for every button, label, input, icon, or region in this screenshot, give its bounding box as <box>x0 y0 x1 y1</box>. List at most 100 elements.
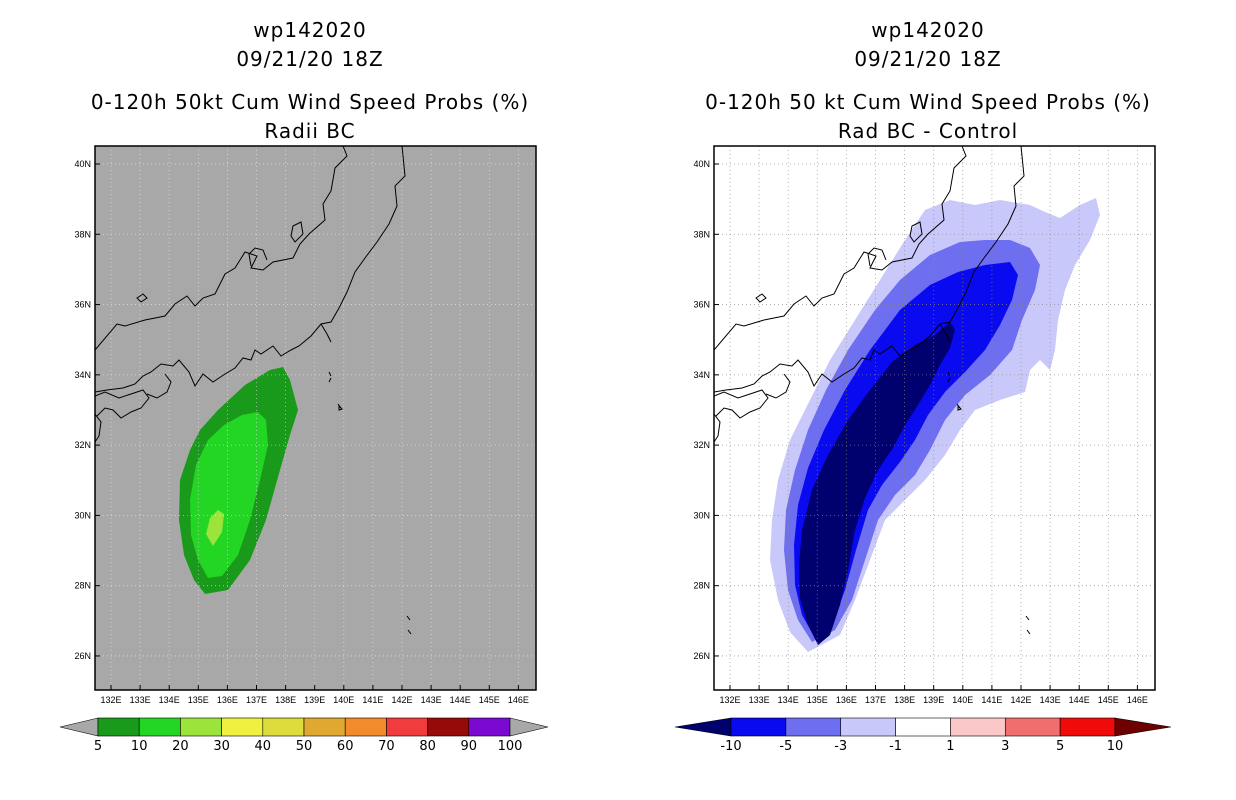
colorbar-label: 90 <box>461 739 478 754</box>
lon-tick-label: 132E <box>100 695 121 705</box>
colorbar-label: 5 <box>1056 739 1064 754</box>
lat-tick-label: 36N <box>74 300 91 310</box>
colorbar-label: -5 <box>779 739 792 754</box>
colorbar-swatch <box>303 717 346 737</box>
lon-tick-label: 135E <box>807 695 828 705</box>
left-lat-labels: 40N 38N 36N 34N 32N 30N 28N 26N <box>74 159 100 661</box>
lon-tick-label: 133E <box>749 695 770 705</box>
lon-tick-label: 137E <box>865 695 886 705</box>
colorbar-swatch <box>262 717 305 737</box>
lon-tick-label: 146E <box>1127 695 1148 705</box>
colorbar-label: 10 <box>1107 739 1124 754</box>
colorbar-label: 100 <box>498 739 523 754</box>
lon-tick-label: 135E <box>188 695 209 705</box>
lon-tick-label: 134E <box>778 695 799 705</box>
right-map-panel: 40N 38N 36N 34N 32N 30N 28N 26N 132E 133E 134E 135… <box>693 145 1156 705</box>
colorbar-label: 50 <box>296 739 313 754</box>
right-datetime: 09/21/20 18Z <box>854 47 1002 71</box>
left-storm-id: wp142020 <box>253 18 367 42</box>
lon-tick-label: 143E <box>1040 695 1061 705</box>
lon-tick-label: 141E <box>362 695 383 705</box>
left-title: 0-120h 50kt Cum Wind Speed Probs (%) <box>90 90 530 114</box>
left-map-frame <box>94 145 537 691</box>
lon-tick-label: 146E <box>508 695 529 705</box>
lon-tick-label: 136E <box>836 695 857 705</box>
lat-tick-label: 32N <box>74 440 91 450</box>
lon-tick-label: 144E <box>450 695 471 705</box>
colorbar-label: 70 <box>378 739 395 754</box>
colorbar-label: 20 <box>172 739 189 754</box>
colorbar-swatch <box>840 717 896 737</box>
left-lon-labels: 132E 133E 134E 135E 136E 137E 138E 139E 140E 141E… <box>100 685 529 705</box>
lat-tick-label: 28N <box>693 581 710 591</box>
right-diff-contour-minus10 <box>799 322 955 645</box>
colorbar-label: -3 <box>834 739 847 754</box>
colorbar-swatch <box>180 717 222 737</box>
colorbar-label: 1 <box>946 739 954 754</box>
colorbar-swatch <box>97 717 140 737</box>
right-lon-labels: 132E 133E 134E 135E 136E 137E 138E 139E 140E 141E… <box>719 685 1148 705</box>
lat-tick-label: 38N <box>74 229 91 239</box>
colorbar-swatch <box>730 717 787 737</box>
lon-tick-label: 138E <box>894 695 915 705</box>
colorbar-label: 3 <box>1001 739 1009 754</box>
colorbar-swatch <box>138 717 181 737</box>
lon-tick-label: 139E <box>923 695 944 705</box>
lon-tick-label: 143E <box>421 695 442 705</box>
colorbar-right-arrow <box>1114 717 1172 737</box>
lon-tick-label: 134E <box>159 695 180 705</box>
lat-tick-label: 32N <box>693 440 710 450</box>
lon-tick-label: 132E <box>719 695 740 705</box>
colorbar-label: 30 <box>213 739 230 754</box>
colorbar-swatch <box>1059 717 1116 737</box>
colorbar-label: 5 <box>94 739 102 754</box>
lat-tick-label: 38N <box>693 229 710 239</box>
right-map-frame <box>713 145 1156 691</box>
lon-tick-label: 142E <box>1010 695 1031 705</box>
colorbar-swatch <box>221 717 264 737</box>
lon-tick-label: 137E <box>246 695 267 705</box>
lat-tick-label: 30N <box>693 510 710 520</box>
left-datetime: 09/21/20 18Z <box>236 47 384 71</box>
left-map-background <box>95 146 536 690</box>
left-colorbar: 5 10 20 30 40 50 60 70 80 90 100 <box>59 717 549 754</box>
colorbar-swatch <box>785 717 842 737</box>
colorbar-left-arrow <box>59 717 99 737</box>
left-prob-contour-20 <box>206 510 224 546</box>
lat-tick-label: 40N <box>693 159 710 169</box>
lat-tick-label: 34N <box>74 370 91 380</box>
lon-tick-label: 145E <box>479 695 500 705</box>
right-subtitle: Rad BC - Control <box>837 119 1019 143</box>
colorbar-label: -1 <box>889 739 902 754</box>
lon-tick-label: 140E <box>333 695 354 705</box>
lon-tick-label: 142E <box>391 695 412 705</box>
right-title: 0-120h 50 kt Cum Wind Speed Probs (%) <box>705 90 1151 114</box>
right-gridlines <box>714 146 1155 690</box>
colorbar-label: 60 <box>337 739 354 754</box>
lon-tick-label: 141E <box>981 695 1002 705</box>
lon-tick-label: 136E <box>217 695 238 705</box>
colorbar-right-arrow <box>509 717 549 737</box>
lat-tick-label: 28N <box>74 581 91 591</box>
colorbar-label: -10 <box>720 739 741 754</box>
colorbar-label: 80 <box>419 739 436 754</box>
right-lat-labels: 40N 38N 36N 34N 32N 30N 28N 26N <box>693 159 719 661</box>
left-gridlines <box>95 146 536 690</box>
colorbar-swatch <box>386 717 428 737</box>
left-map-panel: 40N 38N 36N 34N 32N 30N 28N 26N 132E 133E 134E 135… <box>74 145 537 705</box>
colorbar-swatch <box>468 717 511 737</box>
lon-tick-label: 140E <box>952 695 973 705</box>
lat-tick-label: 40N <box>74 159 91 169</box>
lon-tick-label: 138E <box>275 695 296 705</box>
colorbar-swatch <box>1004 717 1061 737</box>
lon-tick-label: 133E <box>130 695 151 705</box>
colorbar-swatch <box>950 717 1006 737</box>
colorbar-swatch <box>344 717 387 737</box>
lon-tick-label: 145E <box>1098 695 1119 705</box>
lat-tick-label: 34N <box>693 370 710 380</box>
right-colorbar: -10 -5 -3 -1 1 3 5 10 <box>674 717 1172 754</box>
lat-tick-label: 26N <box>693 651 710 661</box>
colorbar-swatch <box>427 717 470 737</box>
lat-tick-label: 30N <box>74 510 91 520</box>
